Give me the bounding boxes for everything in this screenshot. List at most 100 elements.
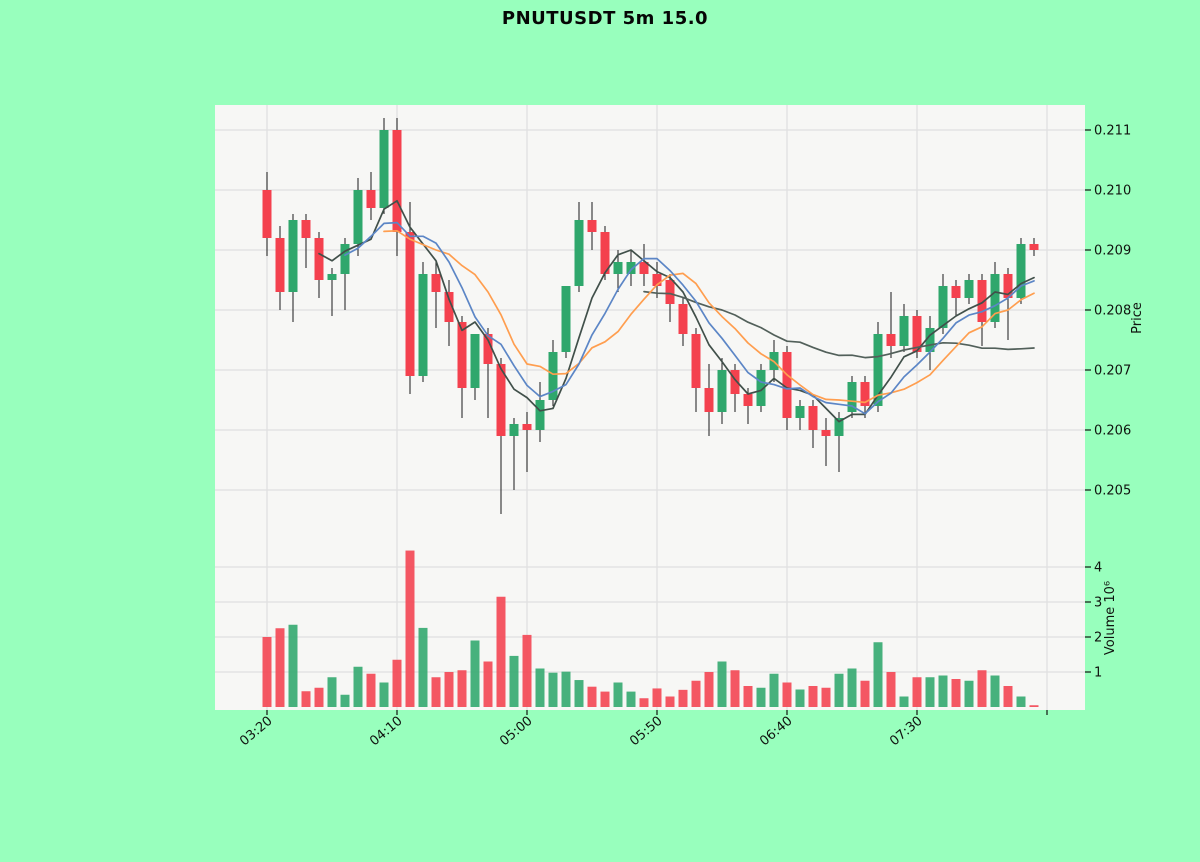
volume-axis-label: Volume 10⁶ [1103, 581, 1118, 655]
candle [613, 250, 623, 292]
candle [873, 322, 883, 412]
volume-bar [418, 627, 428, 707]
price-tick-label: 0.210 [1094, 184, 1131, 199]
volume-bar [340, 694, 350, 707]
volume-bar [1016, 696, 1026, 707]
candlesticks [262, 118, 1039, 514]
volume-bar [886, 672, 896, 707]
volume-bar [405, 550, 415, 707]
volume-bar [366, 673, 376, 707]
volume-bar [795, 689, 805, 707]
ma-30-line [643, 290, 1035, 359]
candle [600, 226, 610, 280]
x-axis-tick-label: 07:30 [887, 714, 925, 750]
volume-bar [782, 682, 792, 707]
candle [795, 400, 805, 430]
volume-bar [314, 687, 324, 707]
volume-bar [730, 670, 740, 707]
price-tick-label: 0.207 [1094, 364, 1131, 379]
volume-bar [704, 672, 714, 707]
volume-bar [613, 682, 623, 707]
candle [509, 418, 519, 490]
candle [756, 364, 766, 412]
volume-bar [509, 655, 519, 707]
volume-bar [262, 637, 272, 707]
x-axis-tick-label: 05:00 [497, 714, 535, 750]
candle [652, 262, 662, 298]
candle [951, 280, 961, 316]
volume-bar [964, 680, 974, 707]
volume-bar [665, 696, 675, 707]
candle [639, 244, 649, 286]
volume-bar [925, 677, 935, 707]
volume-bar [522, 634, 532, 707]
candle [483, 328, 493, 418]
volume-bar [275, 628, 285, 707]
volume-bar [847, 668, 857, 707]
candle [964, 274, 974, 304]
candle [275, 226, 285, 310]
candle [470, 334, 480, 400]
candle [1029, 238, 1039, 256]
volume-bar [1003, 686, 1013, 707]
candle [431, 262, 441, 328]
volume-bar [301, 691, 311, 707]
volume-tick-label: 3 [1094, 596, 1102, 611]
volume-bar [990, 675, 1000, 707]
x-axis-tick-label: 04:10 [367, 714, 405, 750]
volume-bar [431, 677, 441, 707]
ma-7-line [344, 221, 1035, 415]
volume-bar [626, 691, 636, 707]
price-tick-label: 0.211 [1094, 124, 1131, 139]
volume-bars [262, 550, 1039, 707]
candle [1003, 268, 1013, 340]
volume-bar [1029, 705, 1039, 707]
ma-10-line [383, 229, 1035, 404]
volume-bar [457, 670, 467, 707]
candle [860, 376, 870, 418]
candle [522, 412, 532, 472]
volume-tick-label: 1 [1094, 666, 1102, 681]
candle [587, 202, 597, 250]
candle [548, 340, 558, 406]
volume-bar [574, 680, 584, 707]
candle [886, 292, 896, 358]
volume-bar [834, 673, 844, 707]
price-tick-label: 0.208 [1094, 304, 1131, 319]
volume-bar [379, 682, 389, 707]
volume-bar [327, 677, 337, 707]
candle [405, 202, 415, 394]
candle [730, 364, 740, 412]
volume-bar [951, 679, 961, 707]
candle [340, 238, 350, 310]
axis-tick-marks [266, 129, 1091, 715]
volume-bar [392, 659, 402, 707]
volume-bar [483, 661, 493, 707]
volume-bar [535, 668, 545, 707]
price-tick-label: 0.209 [1094, 244, 1131, 259]
volume-bar [639, 698, 649, 707]
ma-5-line [318, 199, 1035, 423]
volume-bar [353, 666, 363, 707]
candle [808, 400, 818, 448]
plot-background [215, 105, 1085, 710]
candle [353, 178, 363, 256]
volume-bar [860, 680, 870, 707]
volume-bar [899, 696, 909, 707]
candle [717, 358, 727, 424]
candle [704, 364, 714, 436]
candle [821, 418, 831, 466]
x-axis-tick-label: 03:20 [237, 714, 275, 750]
candle [262, 172, 272, 256]
candle [977, 274, 987, 346]
candle [457, 316, 467, 418]
chart-title: PNUTUSDT 5m 15.0 [501, 8, 709, 29]
candle [847, 376, 857, 418]
candle [678, 298, 688, 346]
candle [574, 202, 584, 292]
candle [418, 262, 428, 382]
volume-bar [470, 640, 480, 707]
volume-bar [678, 689, 688, 707]
price-axis-label: Price [1130, 302, 1145, 334]
